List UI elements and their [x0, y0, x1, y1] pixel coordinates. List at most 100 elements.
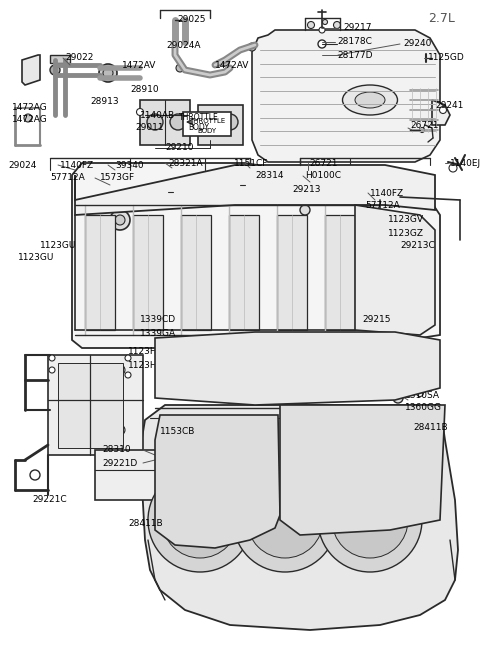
Ellipse shape	[343, 85, 397, 115]
Text: 29240: 29240	[403, 39, 432, 48]
Text: 57712A: 57712A	[50, 174, 85, 183]
Circle shape	[156, 341, 164, 348]
Ellipse shape	[290, 451, 320, 489]
Circle shape	[221, 58, 229, 66]
Ellipse shape	[164, 462, 192, 498]
Circle shape	[421, 281, 429, 289]
Circle shape	[99, 64, 117, 82]
Text: 29221D: 29221D	[102, 458, 137, 468]
Circle shape	[24, 114, 32, 122]
Text: 1472AV: 1472AV	[122, 60, 156, 69]
Circle shape	[165, 505, 175, 515]
Polygon shape	[155, 415, 280, 548]
Circle shape	[332, 341, 338, 348]
Text: H0100C: H0100C	[305, 172, 341, 181]
Circle shape	[103, 68, 113, 78]
Text: 57712A: 57712A	[365, 202, 400, 210]
Circle shape	[287, 341, 293, 348]
Circle shape	[196, 341, 204, 348]
Text: 1573GF: 1573GF	[100, 174, 135, 183]
Text: 29024A: 29024A	[166, 41, 201, 50]
Text: 28411B: 28411B	[128, 519, 163, 527]
Circle shape	[125, 355, 131, 361]
Circle shape	[319, 27, 325, 33]
Circle shape	[166, 196, 174, 204]
Text: 29221C: 29221C	[32, 495, 67, 504]
Circle shape	[196, 166, 204, 174]
Text: 1339CD: 1339CD	[140, 316, 176, 324]
Polygon shape	[181, 215, 211, 330]
Text: 1151CF: 1151CF	[234, 159, 268, 168]
Text: 1140EJ: 1140EJ	[450, 159, 480, 168]
Polygon shape	[140, 405, 458, 630]
Bar	[183, 112, 231, 136]
Text: 29210: 29210	[166, 143, 194, 153]
Polygon shape	[133, 215, 163, 330]
Text: 29022: 29022	[65, 54, 94, 62]
Circle shape	[161, 521, 168, 529]
Text: 1310SA: 1310SA	[405, 390, 440, 400]
Circle shape	[372, 248, 379, 255]
Ellipse shape	[202, 360, 234, 382]
Text: 1123GU: 1123GU	[40, 240, 76, 250]
Circle shape	[427, 415, 437, 425]
Polygon shape	[85, 215, 115, 330]
Bar	[198, 105, 243, 145]
Bar	[48, 355, 143, 455]
Circle shape	[147, 114, 163, 130]
Circle shape	[308, 22, 314, 29]
Text: 1123GZ: 1123GZ	[388, 229, 424, 238]
Text: 26721: 26721	[309, 159, 337, 168]
Circle shape	[241, 390, 249, 396]
Circle shape	[248, 43, 256, 51]
Text: 1140AB: 1140AB	[140, 111, 175, 119]
Polygon shape	[72, 163, 440, 348]
Text: 1339GA: 1339GA	[140, 329, 176, 337]
Text: 29011: 29011	[135, 124, 164, 132]
Bar	[95, 450, 175, 500]
Circle shape	[421, 251, 429, 259]
Ellipse shape	[199, 468, 227, 502]
Circle shape	[125, 372, 131, 378]
Circle shape	[360, 235, 370, 245]
Text: 28913: 28913	[90, 98, 119, 107]
Circle shape	[162, 482, 238, 558]
Polygon shape	[325, 215, 355, 330]
Text: 1360GG: 1360GG	[405, 403, 442, 413]
Circle shape	[49, 355, 55, 361]
Polygon shape	[355, 205, 435, 335]
Text: 28910: 28910	[130, 86, 158, 94]
Text: 1125GD: 1125GD	[428, 54, 465, 62]
Circle shape	[156, 390, 164, 396]
Circle shape	[115, 215, 125, 225]
Ellipse shape	[355, 92, 385, 108]
Circle shape	[233, 468, 337, 572]
Text: 1472AG: 1472AG	[12, 103, 48, 113]
Ellipse shape	[245, 361, 277, 383]
Text: 29241: 29241	[435, 100, 463, 109]
Text: 1123HE: 1123HE	[128, 348, 163, 356]
Circle shape	[202, 114, 218, 130]
Circle shape	[417, 390, 423, 396]
Text: BODY: BODY	[189, 124, 209, 132]
Ellipse shape	[331, 363, 363, 385]
Circle shape	[176, 64, 184, 72]
Circle shape	[393, 393, 403, 403]
Circle shape	[376, 390, 384, 396]
Text: 29217: 29217	[343, 24, 372, 33]
Circle shape	[60, 425, 70, 435]
Circle shape	[449, 164, 457, 172]
Circle shape	[417, 341, 423, 348]
Text: THROTTLE: THROTTLE	[179, 113, 219, 122]
Circle shape	[136, 109, 144, 115]
Polygon shape	[277, 215, 307, 330]
Circle shape	[362, 302, 368, 308]
Polygon shape	[22, 55, 40, 85]
Text: 1472AG: 1472AG	[12, 115, 48, 124]
Ellipse shape	[380, 451, 410, 489]
Circle shape	[421, 306, 429, 314]
Polygon shape	[229, 215, 259, 330]
Circle shape	[196, 390, 204, 396]
Text: 29213: 29213	[292, 185, 321, 195]
Circle shape	[318, 40, 326, 48]
